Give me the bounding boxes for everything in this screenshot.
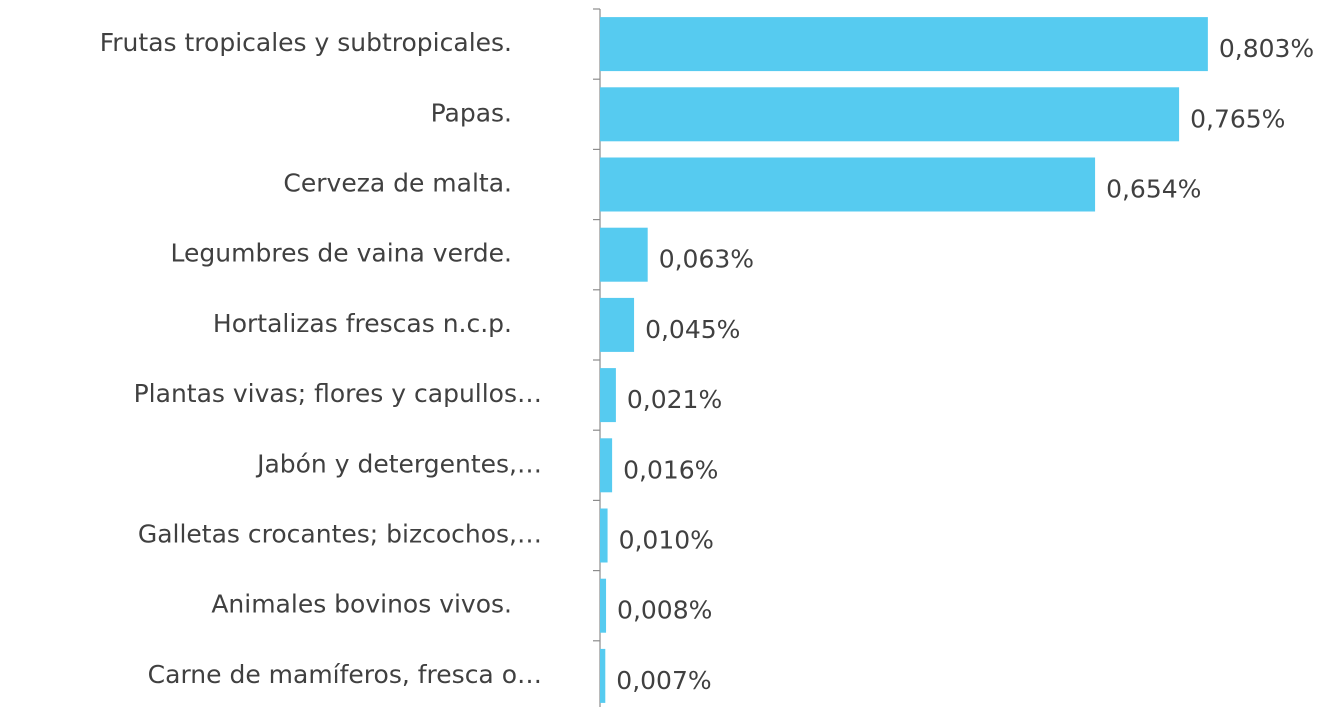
bar xyxy=(600,87,1180,142)
value-label: 0,021% xyxy=(627,385,722,414)
bar xyxy=(600,17,1208,72)
bar xyxy=(600,648,606,703)
bar xyxy=(600,508,608,563)
value-label: 0,008% xyxy=(617,596,712,625)
category-label: Frutas tropicales y subtropicales. xyxy=(100,28,512,57)
category-label: Jabón y detergentes,… xyxy=(255,449,542,478)
category-label: Legumbres de vaina verde. xyxy=(171,239,512,268)
bar xyxy=(600,438,613,493)
category-label: Hortalizas frescas n.c.p. xyxy=(213,309,512,338)
value-label: 0,016% xyxy=(623,455,718,484)
bar xyxy=(600,578,607,633)
category-label: Papas. xyxy=(431,98,512,127)
category-label: Carne de mamíferos, fresca o… xyxy=(148,660,542,689)
category-label: Cerveza de malta. xyxy=(283,169,512,198)
value-label: 0,010% xyxy=(619,526,714,555)
bar xyxy=(600,227,648,282)
value-label: 0,045% xyxy=(645,315,740,344)
category-label: Plantas vivas; flores y capullos… xyxy=(134,379,542,408)
category-label: Galletas crocantes; bizcochos,… xyxy=(138,520,542,549)
value-label: 0,765% xyxy=(1190,104,1285,133)
value-label: 0,654% xyxy=(1106,175,1201,204)
category-label: Animales bovinos vivos. xyxy=(211,590,512,619)
bar xyxy=(600,157,1096,212)
value-label: 0,007% xyxy=(616,666,711,695)
value-label: 0,063% xyxy=(659,245,754,274)
bar xyxy=(600,368,616,423)
value-label: 0,803% xyxy=(1219,34,1314,63)
bar xyxy=(600,297,635,352)
